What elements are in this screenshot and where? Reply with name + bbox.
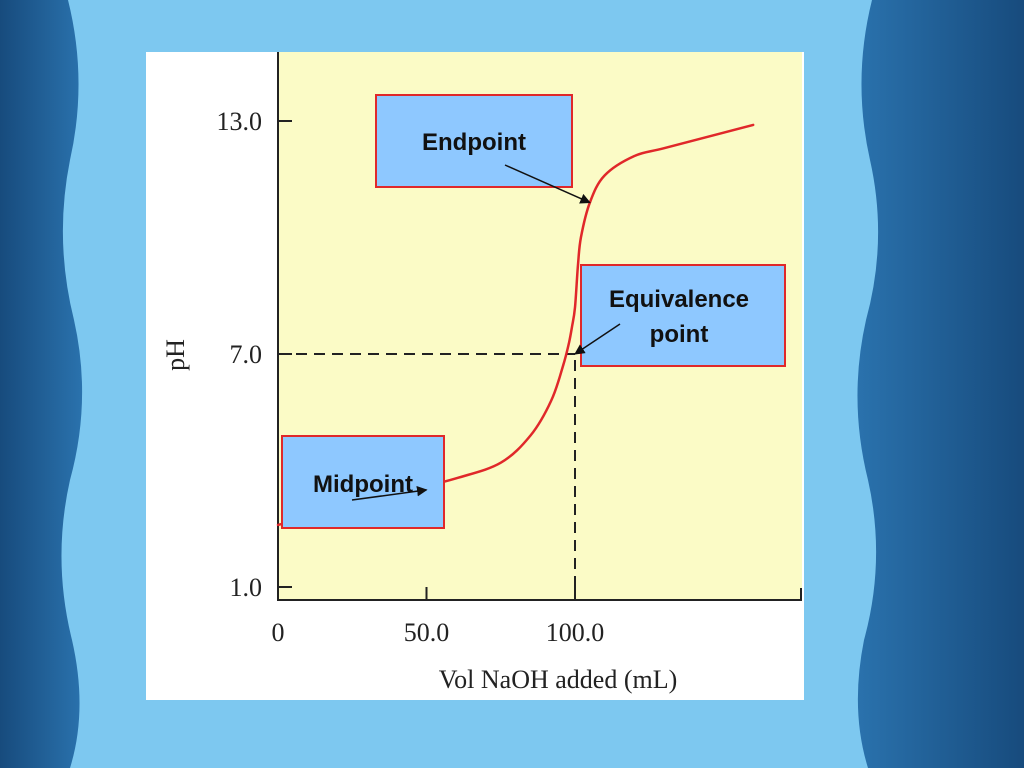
x-tick-label: 100.0 [546, 618, 605, 647]
x-tick-label: 50.0 [404, 618, 450, 647]
midpoint-callout-box [281, 435, 445, 529]
midpoint-arrow [351, 485, 428, 501]
x-tick-label: 0 [272, 618, 285, 647]
curve-layer [276, 123, 755, 527]
titration-curve [276, 123, 755, 527]
y-axis-label: pH [161, 339, 190, 371]
equivalence-point-callout-text: Equivalence [609, 286, 749, 313]
frame-right [857, 0, 1024, 768]
y-tick-label: 13.0 [217, 107, 263, 136]
callouts: Endpoint Equivalence point Midpoint [281, 94, 786, 529]
equivalence-point-callout-text: point [650, 321, 709, 348]
equivalence-point-arrow [574, 323, 621, 355]
endpoint-callout: Endpoint [375, 94, 591, 204]
endpoint-callout-text: Endpoint [422, 129, 526, 156]
axes [277, 52, 802, 601]
endpoint-arrow [504, 164, 591, 204]
equivalence-point-callout: Equivalence point [574, 264, 786, 367]
equivalence-point-callout-box [580, 264, 786, 367]
y-tick-label: 7.0 [230, 340, 263, 369]
ticks: 1.0 7.0 13.0 0 50.0 100.0 [217, 107, 605, 647]
x-axis-label: Vol NaOH added (mL) [439, 665, 678, 694]
endpoint-callout-box [375, 94, 573, 188]
reference-lines [278, 353, 576, 587]
midpoint-callout: Midpoint [281, 435, 445, 529]
y-tick-label: 1.0 [230, 573, 263, 602]
frame-left [0, 0, 83, 768]
